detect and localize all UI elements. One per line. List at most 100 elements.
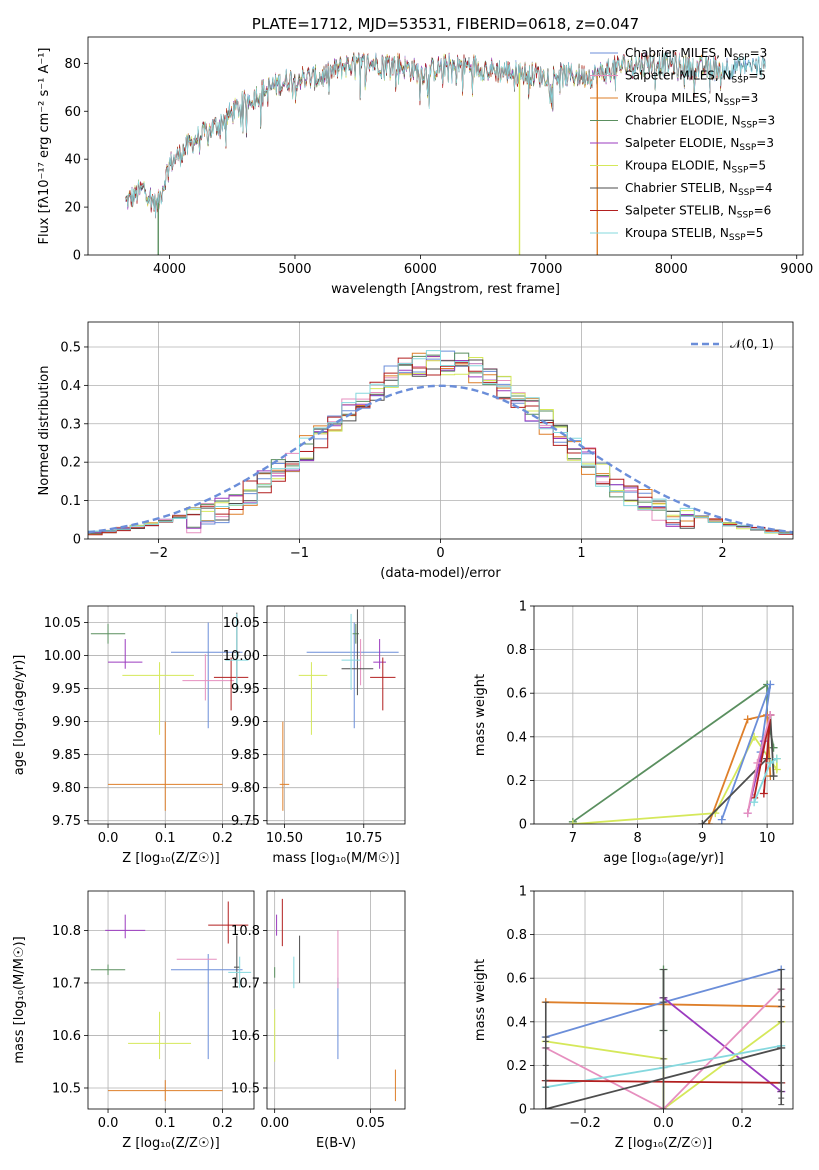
weight-marker xyxy=(753,758,762,767)
panel-mass_vs_Z: 0.0 0.1 0.2 10.5 10.6 10.7 10.8 Z [log₁₀(Z/Z☉)]… xyxy=(12,890,255,1151)
y-tick-label: 10.00 xyxy=(44,649,81,664)
y-axis-label: mass weight xyxy=(473,674,488,756)
plot-area xyxy=(125,50,766,255)
y-tick-label: 9.75 xyxy=(52,814,81,829)
y-tick-label: 10.00 xyxy=(223,649,260,664)
y-tick-label: 0.3 xyxy=(60,417,81,432)
legend-subscript: SSP xyxy=(732,166,749,176)
weight-marker xyxy=(769,772,778,781)
x-tick-label: 7000 xyxy=(529,262,562,277)
y-tick-label: 10.6 xyxy=(52,1029,81,1044)
y-tick-label: 9.95 xyxy=(231,682,260,697)
x-tick-label: 10 xyxy=(759,831,776,846)
x-tick-label: 10.75 xyxy=(345,831,382,846)
weight-marker xyxy=(766,680,775,689)
panel-age_vs_mass: 10.50 10.75 9.75 9.80 9.85 9.90 9.95 10.00 10.05… xyxy=(223,605,406,866)
x-tick-label: 2 xyxy=(718,546,726,561)
x-axis-label: age [log₁₀(age/yr)] xyxy=(603,851,724,866)
weight-marker xyxy=(772,754,781,763)
y-tick-label: 80 xyxy=(64,57,81,72)
plot-area xyxy=(267,891,405,1109)
axes-frame xyxy=(266,890,406,1110)
x-axis-label: Z [log₁₀(Z/Z☉)] xyxy=(122,1136,219,1151)
y-tick-label: 0.2 xyxy=(506,774,527,789)
normal-curve xyxy=(88,384,793,534)
axes-frame xyxy=(533,605,794,825)
y-tick-label: 9.90 xyxy=(52,715,81,730)
y-tick-label: 0.4 xyxy=(60,379,81,394)
legend-text: Chabrier MILES, N xyxy=(625,46,733,60)
y-tick-label: 1 xyxy=(519,600,527,615)
chart-title: PLATE=1712, MJD=53531, FIBERID=0618, z=0… xyxy=(252,15,639,33)
axes-frame xyxy=(87,605,255,825)
legend-subscript: SSP xyxy=(733,53,750,63)
legend-subscript: SSP xyxy=(739,143,756,153)
x-tick-label: −2 xyxy=(149,546,168,561)
x-tick-label: 10.50 xyxy=(266,831,303,846)
y-tick-label: 10.7 xyxy=(231,976,260,991)
legend-label: Salpeter STELIB, NSSP=6 xyxy=(625,204,771,221)
legend-count: =4 xyxy=(755,181,773,195)
legend-label: Chabrier MILES, NSSP=3 xyxy=(625,46,767,63)
y-tick-label: 10.8 xyxy=(52,924,81,939)
histogram-step xyxy=(88,350,793,534)
plot-area xyxy=(88,322,793,539)
y-tick-label: 9.80 xyxy=(231,781,260,796)
panel-spectrum: 4000 5000 6000 7000 8000 9000 0 20 40 60 80 wavelen… xyxy=(37,15,813,297)
legend-text: Salpeter ELODIE, N xyxy=(625,136,739,150)
y-tick-label: 0 xyxy=(73,249,81,264)
legend-label: Kroupa MILES, NSSP=3 xyxy=(625,91,758,108)
x-tick-label: 0.1 xyxy=(155,831,176,846)
y-tick-label: 0 xyxy=(519,1103,527,1118)
weight-marker xyxy=(766,711,775,719)
legend-subscript: SSP xyxy=(741,121,758,131)
plot-area xyxy=(534,606,793,824)
weight-marker xyxy=(743,715,752,724)
axes-frame xyxy=(266,605,406,825)
legend-text: Kroupa MILES, N xyxy=(625,91,724,105)
x-tick-label: −1 xyxy=(290,546,309,561)
x-tick-label: 0.0 xyxy=(98,1116,119,1131)
x-tick-label: 5000 xyxy=(278,262,311,277)
plot-area xyxy=(88,891,254,1109)
x-tick-label: 4000 xyxy=(153,262,186,277)
legend-subscript: SSP xyxy=(732,76,749,86)
x-tick-label: 0.2 xyxy=(212,1116,233,1131)
y-tick-label: 40 xyxy=(64,153,81,168)
y-tick-label: 0.4 xyxy=(506,730,527,745)
legend-subscript: SSP xyxy=(737,211,754,221)
weight-marker xyxy=(743,809,752,818)
y-tick-label: 9.80 xyxy=(52,781,81,796)
y-tick-label: 10.7 xyxy=(52,976,81,991)
x-tick-label: 8000 xyxy=(655,262,688,277)
x-tick-label: 9 xyxy=(698,831,706,846)
legend-count: =3 xyxy=(756,136,774,150)
y-tick-label: 0.8 xyxy=(506,928,527,943)
y-tick-label: 0.6 xyxy=(506,687,527,702)
histogram-step xyxy=(88,357,793,536)
x-tick-label: 7 xyxy=(569,831,577,846)
legend-count: =3 xyxy=(757,114,775,128)
legend-count: =3 xyxy=(741,91,759,105)
panel-mass_vs_ebv: 0.00 0.05 10.5 10.6 10.7 10.8 E(B-V) xyxy=(231,890,406,1151)
legend-label: Chabrier STELIB, NSSP=4 xyxy=(625,181,773,198)
panel-weight_vs_age: 7 8 9 10 0 0.2 0.4 0.6 0.8 1 age [log₁₀(age/yr)] ma… xyxy=(473,600,794,866)
legend-count: =5 xyxy=(748,69,766,83)
x-tick-label: 0.2 xyxy=(732,1116,753,1131)
legend-label: Chabrier ELODIE, NSSP=3 xyxy=(625,114,775,131)
legend-label: 𝒩(0, 1) xyxy=(730,337,774,351)
y-tick-label: 0.2 xyxy=(60,456,81,471)
x-axis-label: (data-model)/error xyxy=(380,566,501,581)
legend-text: Kroupa ELODIE, N xyxy=(625,159,732,173)
x-axis-label: E(B-V) xyxy=(316,1136,356,1151)
legend-subscript: SSP xyxy=(724,98,741,108)
legend-count: =3 xyxy=(750,46,768,60)
x-tick-label: 0.2 xyxy=(212,831,233,846)
y-tick-label: 1 xyxy=(519,885,527,900)
spectrum-line xyxy=(125,50,766,219)
legend-text: Chabrier STELIB, N xyxy=(625,181,738,195)
weight-marker xyxy=(704,820,713,824)
plot-area xyxy=(534,891,793,1109)
axes-frame xyxy=(87,321,794,540)
y-tick-label: 9.75 xyxy=(231,814,260,829)
